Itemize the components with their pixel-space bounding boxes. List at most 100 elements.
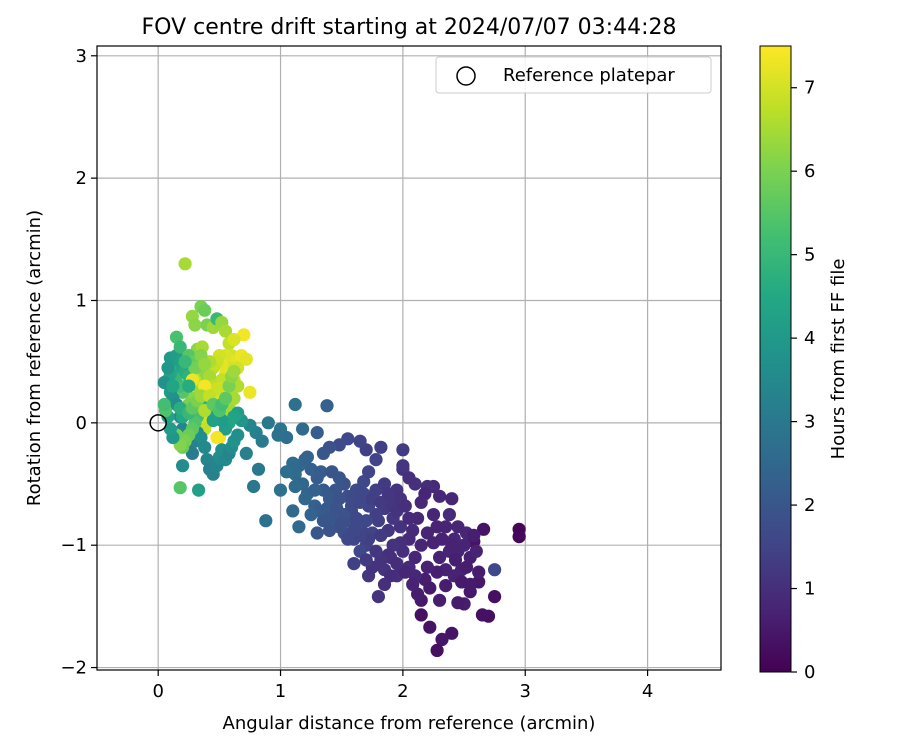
scatter-point xyxy=(316,514,330,528)
y-axis-ticks: −2 −1 0 1 2 3 xyxy=(60,46,97,679)
scatter-point xyxy=(369,544,383,558)
colorbar-tick-label: 4 xyxy=(804,328,815,349)
scatter-point xyxy=(451,596,465,610)
scatter-point xyxy=(445,538,459,552)
chart-title: FOV centre drift starting at 2024/07/07 … xyxy=(142,15,677,40)
scatter-point xyxy=(310,526,324,540)
scatter-point xyxy=(173,340,187,354)
scatter-point xyxy=(414,608,428,622)
scatter-point xyxy=(227,333,241,347)
scatter-point xyxy=(475,608,489,622)
x-tick-label: 3 xyxy=(520,681,531,702)
scatter-point xyxy=(426,507,441,522)
scatter-point xyxy=(420,526,434,540)
scatter-point xyxy=(414,538,428,552)
colorbar: 0 1 2 3 4 5 6 7 Hours from first FF file xyxy=(759,45,849,683)
scatter-point xyxy=(320,399,334,413)
scatter-point xyxy=(463,577,477,592)
scatter-point xyxy=(439,520,453,534)
scatter-point xyxy=(304,507,318,522)
scatter-point xyxy=(459,560,474,574)
y-tick-label: 3 xyxy=(76,46,87,67)
colorbar-tick-label: 3 xyxy=(804,412,815,433)
scatter-point xyxy=(243,385,257,399)
y-tick-label: 2 xyxy=(76,168,87,189)
scatter-point xyxy=(469,544,483,558)
scatter-point xyxy=(198,357,212,371)
legend-box xyxy=(435,56,712,94)
scatter-point xyxy=(239,446,253,460)
scatter-point xyxy=(237,328,251,342)
scatter-point xyxy=(406,523,420,538)
scatter-point xyxy=(310,426,324,440)
colorbar-tick-label: 0 xyxy=(804,662,815,683)
scatter-point xyxy=(477,522,491,536)
y-axis-label: Rotation from reference (arcmin) xyxy=(24,210,45,506)
scatter-point xyxy=(457,538,471,552)
scatter-point xyxy=(173,481,187,495)
scatter-point xyxy=(433,489,447,503)
scatter-point xyxy=(316,446,330,460)
scatter-point xyxy=(206,413,220,427)
scatter-point xyxy=(406,577,420,592)
y-tick-label: 0 xyxy=(76,413,87,434)
scatter-point xyxy=(210,430,224,445)
scatter-point xyxy=(185,446,199,460)
scatter-point xyxy=(374,495,388,509)
scatter-point xyxy=(357,475,371,489)
scatter-point xyxy=(218,391,233,405)
scatter-point xyxy=(396,443,410,457)
scatter-point xyxy=(488,563,502,577)
scatter-point xyxy=(423,620,437,634)
scatter-point xyxy=(423,581,437,595)
scatter-point xyxy=(488,590,502,604)
scatter-point xyxy=(398,565,412,579)
scatter-point xyxy=(433,550,447,565)
scatter-point xyxy=(353,434,367,448)
colorbar-tick-label: 2 xyxy=(804,495,815,516)
scatter-point xyxy=(218,324,233,338)
scatter-point xyxy=(166,379,180,393)
colorbar-gradient xyxy=(759,45,792,673)
legend-label: Reference platepar xyxy=(503,65,675,86)
scatter-point xyxy=(273,483,288,497)
scatter-point xyxy=(188,318,202,332)
scatter-point xyxy=(448,553,463,567)
colorbar-tick-label: 5 xyxy=(804,245,815,266)
scatter-point xyxy=(182,379,196,393)
scatter-point xyxy=(178,257,192,271)
scatter-point xyxy=(420,560,434,574)
scatter-point xyxy=(330,501,344,516)
x-tick-label: 0 xyxy=(152,681,163,702)
x-tick-label: 2 xyxy=(397,681,408,702)
colorbar-tick-label: 6 xyxy=(804,161,815,182)
scatter-point xyxy=(467,528,481,543)
scatter-point xyxy=(335,516,349,530)
x-tick-label: 4 xyxy=(642,681,653,702)
reference-platepar-marker xyxy=(149,414,167,432)
scatter-point xyxy=(320,501,334,516)
scatter-point xyxy=(398,499,412,513)
scatter-point xyxy=(472,565,486,579)
y-tick-label: −1 xyxy=(60,535,87,556)
scatter-point xyxy=(247,479,261,494)
scatter-point xyxy=(288,397,302,412)
scatter-point xyxy=(192,483,206,497)
scatter-point xyxy=(377,577,392,592)
x-axis-ticks: 0 1 2 3 4 xyxy=(152,670,653,702)
plot-frame xyxy=(96,45,722,671)
scatter-point xyxy=(298,492,312,506)
y-tick-label: −2 xyxy=(60,658,87,679)
colorbar-tick-label: 7 xyxy=(804,78,815,99)
scatter-point xyxy=(280,465,294,479)
scatter-point xyxy=(359,553,373,567)
scatter-point xyxy=(374,528,388,543)
scatter-point xyxy=(300,450,314,464)
scatter-point xyxy=(286,504,300,518)
scatter-point xyxy=(445,626,459,640)
scatter-point xyxy=(292,520,306,534)
scatter-point xyxy=(198,440,212,454)
scatter-point xyxy=(198,303,212,317)
scatter-point xyxy=(308,483,322,497)
